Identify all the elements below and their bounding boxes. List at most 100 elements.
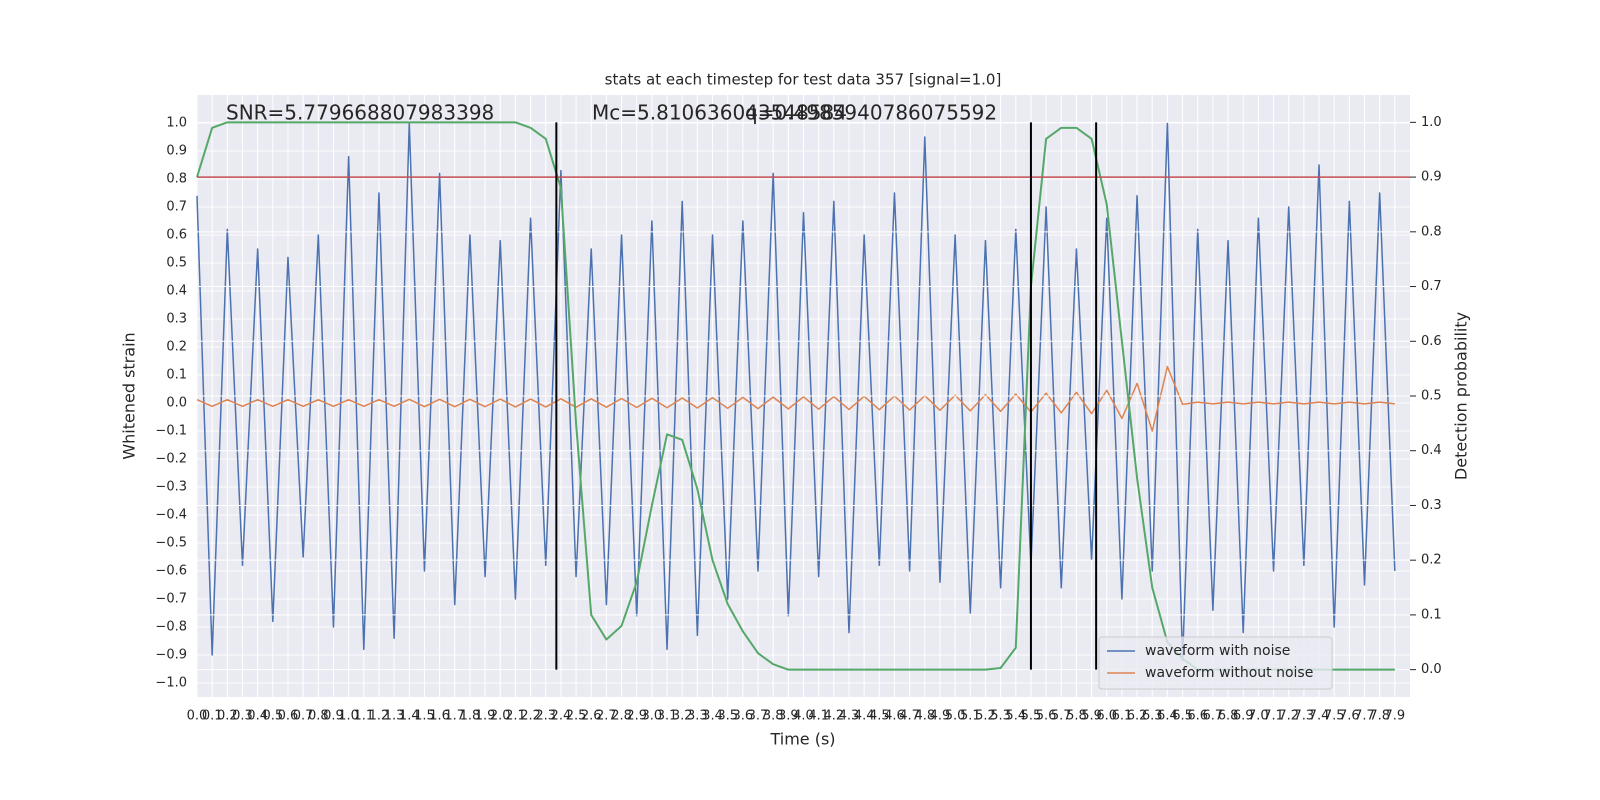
x-tick-label: 1.8 xyxy=(460,709,481,724)
x-tick-label: 6.6 xyxy=(1187,709,1208,724)
y-axis-label: Whitened strain xyxy=(120,332,139,459)
x-tick-label: 3.6 xyxy=(733,709,754,724)
x-tick-label: 6.9 xyxy=(1233,709,1254,724)
x-tick-label: 7.2 xyxy=(1278,709,1299,724)
y-tick-label: −0.1 xyxy=(155,424,187,439)
x-tick-label: 7.0 xyxy=(1248,709,1269,724)
y-tick-label: 0.4 xyxy=(166,284,187,299)
x-tick-label: 1.6 xyxy=(429,709,450,724)
x-tick-label: 7.9 xyxy=(1384,709,1405,724)
x-tick-label: 7.4 xyxy=(1309,709,1330,724)
x-axis-label: Time (s) xyxy=(769,730,835,749)
x-tick-label: 3.2 xyxy=(672,709,693,724)
x-tick-label: 6.7 xyxy=(1203,709,1224,724)
y-tick-label: −0.3 xyxy=(155,480,187,495)
y-tick-label: 0.1 xyxy=(166,368,187,383)
annotation: SNR=5.779668807983398 xyxy=(226,101,494,125)
annotation: Mc=5.810636043548584 xyxy=(592,101,847,125)
x-tick-label: 7.5 xyxy=(1324,709,1345,724)
x-tick-label: 3.7 xyxy=(748,709,769,724)
x-tick-label: 2.6 xyxy=(581,709,602,724)
x-tick-label: 0.4 xyxy=(247,709,268,724)
y-tick-label: 0.0 xyxy=(166,396,187,411)
x-tick-label: 2.1 xyxy=(505,709,526,724)
y-tick-label: −0.8 xyxy=(155,620,187,635)
y2-tick-label: 0.3 xyxy=(1421,498,1442,513)
y2-tick-label: 0.1 xyxy=(1421,607,1442,622)
y-tick-label: 0.8 xyxy=(166,172,187,187)
x-tick-label: 0.3 xyxy=(232,709,253,724)
chart-title: stats at each timestep for test data 357… xyxy=(605,71,1002,89)
x-tick-label: 1.1 xyxy=(353,709,374,724)
annotation: q=0.4985940786075592 xyxy=(745,101,997,125)
y-tick-label: 0.3 xyxy=(166,312,187,327)
x-tick-label: 5.0 xyxy=(945,709,966,724)
x-tick-label: 4.2 xyxy=(823,709,844,724)
x-tick-label: 6.0 xyxy=(1096,709,1117,724)
x-tick-label: 5.8 xyxy=(1066,709,1087,724)
x-tick-label: 6.2 xyxy=(1127,709,1148,724)
y2-tick-label: 0.6 xyxy=(1421,334,1442,349)
y-tick-label: 0.9 xyxy=(166,144,187,159)
legend-label: waveform without noise xyxy=(1145,665,1313,681)
x-tick-label: 0.6 xyxy=(278,709,299,724)
y-tick-label: 0.5 xyxy=(166,256,187,271)
y2-tick-label: 0.2 xyxy=(1421,553,1442,568)
x-tick-label: 6.1 xyxy=(1112,709,1133,724)
y-tick-label: 0.2 xyxy=(166,340,187,355)
x-tick-label: 5.9 xyxy=(1081,709,1102,724)
legend-label: waveform with noise xyxy=(1145,643,1290,659)
x-tick-label: 5.6 xyxy=(1036,709,1057,724)
x-tick-label: 3.3 xyxy=(687,709,708,724)
y2-tick-label: 0.7 xyxy=(1421,279,1442,294)
x-tick-label: 4.7 xyxy=(899,709,920,724)
y-tick-label: −0.4 xyxy=(155,508,187,523)
x-tick-label: 1.0 xyxy=(338,709,359,724)
y-tick-label: 1.0 xyxy=(166,116,187,131)
x-tick-label: 0.2 xyxy=(217,709,238,724)
x-tick-label: 2.3 xyxy=(535,709,556,724)
x-tick-label: 0.7 xyxy=(293,709,314,724)
y-tick-label: 0.6 xyxy=(166,228,187,243)
x-tick-label: 6.4 xyxy=(1157,709,1178,724)
x-tick-label: 3.9 xyxy=(778,709,799,724)
y2-axis-label: Detection probability xyxy=(1452,312,1471,480)
y-tick-label: −0.9 xyxy=(155,648,187,663)
y2-tick-label: 1.0 xyxy=(1421,115,1442,130)
y-tick-label: −0.2 xyxy=(155,452,187,467)
x-tick-label: 2.7 xyxy=(596,709,617,724)
x-tick-label: 2.4 xyxy=(551,709,572,724)
series-line xyxy=(196,365,1395,432)
x-tick-label: 7.7 xyxy=(1354,709,1375,724)
x-tick-label: 5.2 xyxy=(975,709,996,724)
x-tick-label: 2.8 xyxy=(611,709,632,724)
x-tick-label: 6.3 xyxy=(1142,709,1163,724)
x-tick-label: 4.6 xyxy=(884,709,905,724)
x-tick-label: 5.1 xyxy=(960,709,981,724)
x-tick-label: 1.2 xyxy=(369,709,390,724)
x-tick-label: 5.3 xyxy=(990,709,1011,724)
y-tick-label: −1.0 xyxy=(155,676,187,691)
y2-tick-label: 0.5 xyxy=(1421,389,1442,404)
x-tick-label: 2.5 xyxy=(566,709,587,724)
x-tick-label: 0.1 xyxy=(202,709,223,724)
x-tick-label: 3.5 xyxy=(717,709,738,724)
x-tick-label: 5.4 xyxy=(1005,709,1026,724)
x-tick-label: 2.0 xyxy=(490,709,511,724)
x-tick-label: 6.5 xyxy=(1172,709,1193,724)
x-tick-label: 6.8 xyxy=(1218,709,1239,724)
x-tick-label: 2.2 xyxy=(520,709,541,724)
x-tick-label: 4.9 xyxy=(930,709,951,724)
y-tick-label: −0.6 xyxy=(155,564,187,579)
x-tick-label: 4.5 xyxy=(869,709,890,724)
x-tick-label: 3.8 xyxy=(763,709,784,724)
x-tick-label: 0.0 xyxy=(187,709,208,724)
x-tick-label: 7.6 xyxy=(1339,709,1360,724)
legend-box xyxy=(1098,636,1333,690)
x-tick-label: 7.1 xyxy=(1263,709,1284,724)
x-tick-label: 2.9 xyxy=(626,709,647,724)
x-tick-label: 1.4 xyxy=(399,709,420,724)
x-tick-label: 4.4 xyxy=(854,709,875,724)
x-tick-label: 1.7 xyxy=(444,709,465,724)
y2-tick-label: 0.8 xyxy=(1421,224,1442,239)
